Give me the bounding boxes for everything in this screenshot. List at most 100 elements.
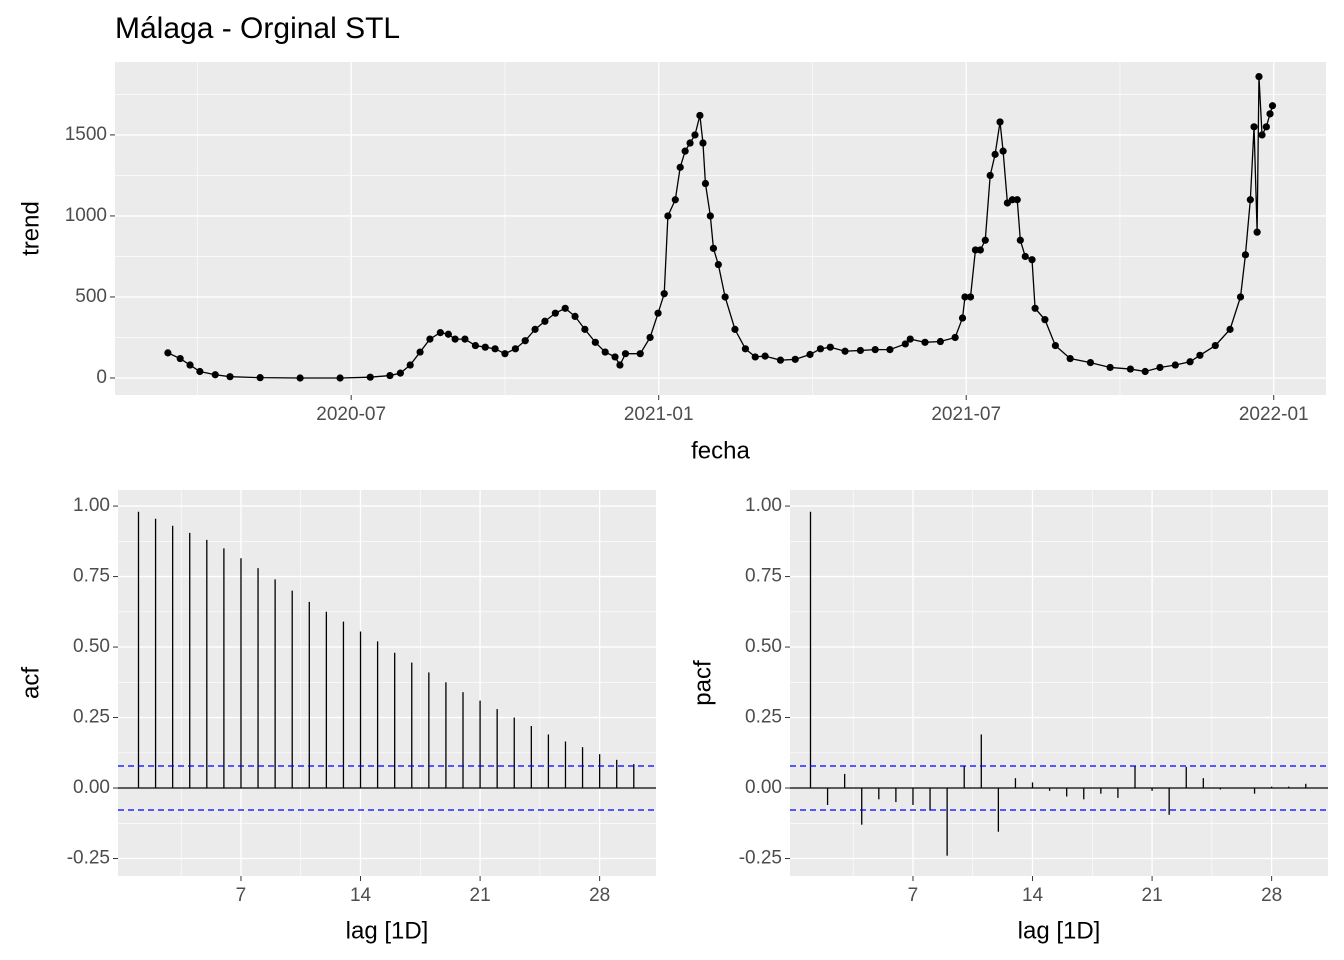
x-tick-label: 7: [236, 885, 247, 906]
point: [611, 353, 619, 361]
point: [296, 374, 304, 382]
point: [471, 341, 480, 350]
x-tick-label: 14: [1022, 885, 1044, 906]
x-axis-title: lag [1D]: [346, 917, 429, 944]
point: [1051, 341, 1059, 350]
point: [1196, 351, 1204, 359]
point: [461, 335, 469, 343]
point: [654, 309, 662, 317]
x-tick-label: 2020-07: [316, 404, 386, 425]
point: [671, 196, 679, 204]
point: [481, 343, 489, 351]
point: [1066, 354, 1074, 363]
point: [1241, 251, 1250, 259]
y-tick-label: 1.00: [745, 495, 782, 516]
point: [1021, 252, 1029, 261]
point: [1028, 256, 1036, 264]
point: [791, 355, 799, 363]
point: [616, 361, 624, 369]
y-tick-label: -0.25: [739, 848, 782, 869]
y-axis-title: trend: [17, 201, 44, 256]
point: [426, 335, 434, 343]
y-tick-label: 1000: [65, 205, 107, 226]
point: [646, 333, 654, 342]
x-tick-label: 2021-01: [624, 404, 694, 425]
point: [841, 347, 849, 355]
point: [1126, 365, 1135, 373]
x-tick-label: 21: [470, 885, 491, 906]
point: [196, 367, 204, 376]
point: [714, 260, 722, 269]
x-tick-label: 14: [350, 885, 372, 906]
point: [1031, 304, 1039, 312]
point: [621, 350, 630, 358]
point: [1236, 293, 1245, 301]
point: [856, 346, 865, 355]
point: [336, 374, 344, 382]
point: [1226, 325, 1234, 333]
point: [521, 337, 529, 345]
point: [681, 147, 689, 155]
point: [636, 350, 644, 358]
point: [511, 345, 519, 353]
point: [1086, 358, 1095, 367]
panel-background: [115, 62, 1326, 395]
point: [976, 246, 984, 254]
point: [806, 350, 814, 359]
point: [664, 212, 672, 220]
point: [1246, 196, 1254, 204]
point: [386, 371, 394, 380]
point: [1041, 316, 1049, 324]
y-tick-label: 0.75: [73, 566, 110, 587]
point: [709, 244, 718, 252]
point: [591, 338, 599, 346]
point: [581, 325, 589, 333]
point: [1255, 72, 1263, 81]
x-tick-label: 7: [908, 885, 919, 906]
point: [501, 350, 509, 358]
x-tick-label: 2021-07: [931, 404, 1001, 425]
point: [1268, 102, 1277, 110]
point: [1013, 196, 1021, 204]
point: [451, 335, 459, 343]
point: [366, 373, 374, 381]
y-tick-label: 0: [96, 367, 107, 388]
point: [1211, 341, 1219, 350]
point: [541, 317, 549, 325]
point: [676, 163, 684, 171]
point: [966, 293, 975, 301]
panel: -0.25 0.00 0.25 0.50 0.75 1.00 7 14 21 28 lag [1D]…: [689, 490, 1328, 944]
y-tick-label: 1.00: [73, 495, 110, 516]
point: [436, 329, 444, 337]
point: [1141, 367, 1149, 376]
chart-title: Málaga - Orginal STL: [115, 12, 400, 45]
point: [1008, 196, 1016, 204]
point: [1186, 358, 1194, 366]
point: [751, 353, 759, 361]
x-axis-title: fecha: [691, 437, 750, 464]
y-tick-label: 500: [75, 286, 107, 307]
x-tick-label: 28: [1261, 885, 1282, 906]
y-tick-label: 0.75: [745, 566, 782, 587]
point: [531, 325, 539, 333]
point: [1106, 363, 1114, 372]
point: [211, 371, 219, 379]
panel-background: [790, 490, 1328, 876]
point: [999, 147, 1007, 155]
y-tick-label: -0.25: [67, 848, 110, 869]
point: [186, 361, 194, 369]
point: [164, 349, 172, 357]
x-tick-label: 21: [1142, 885, 1163, 906]
point: [996, 118, 1004, 126]
y-tick-label: 0.50: [745, 636, 782, 657]
point: [936, 337, 944, 346]
point: [991, 150, 999, 158]
point: [491, 345, 499, 353]
point: [1171, 361, 1179, 369]
point: [176, 354, 184, 363]
point: [958, 314, 967, 322]
point: [1266, 110, 1274, 118]
point: [951, 333, 959, 342]
point: [699, 139, 707, 147]
